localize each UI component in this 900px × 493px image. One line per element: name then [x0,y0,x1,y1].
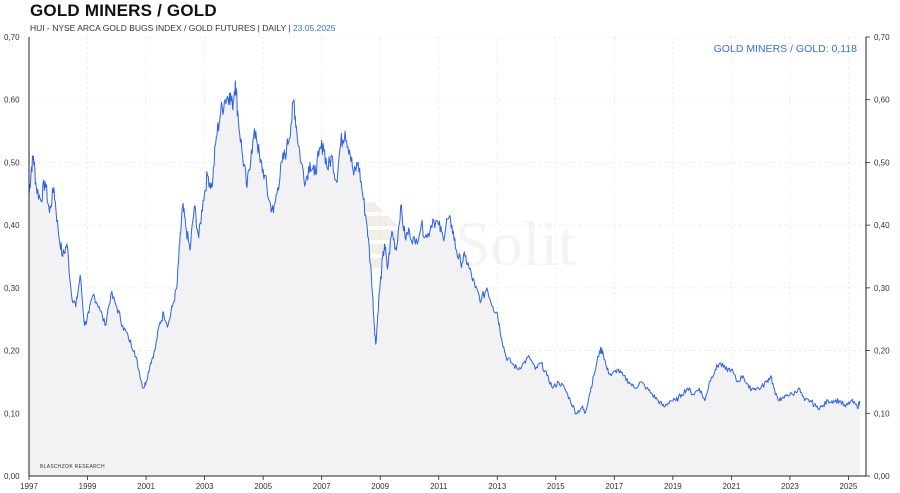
x-tick-label: 2017 [605,482,623,491]
current-value-readout: GOLD MINERS / GOLD: 0,118 [714,43,858,55]
source-label: BLASCHZOK RESEARCH [40,464,105,470]
subtitle-text: HUI - NYSE ARCA GOLD BUGS INDEX / GOLD F… [30,23,291,33]
x-tick-label: 1997 [20,482,38,491]
y-tick-label-right: 0,30 [874,284,890,293]
y-tick-label-right: 0,50 [874,158,890,167]
x-tick-label: 2009 [371,482,389,491]
x-tick-label: 2025 [840,482,858,491]
y-tick-label-left: 0,50 [4,158,20,167]
series-area [29,80,861,477]
y-tick-label-left: 0,30 [4,284,20,293]
x-tick-label: 2019 [664,482,682,491]
x-tick-label: 2015 [547,482,565,491]
y-tick-label-right: 0,60 [874,96,890,105]
y-tick-label-left: 0,40 [4,221,20,230]
x-tick-label: 1999 [79,482,97,491]
x-tick-label: 2007 [313,482,331,491]
y-tick-label-left: 0,70 [4,33,20,42]
x-tick-label: 2011 [430,482,448,491]
y-tick-label-right: 0,10 [874,409,890,418]
x-tick-label: 2001 [137,482,155,491]
chart-subtitle: HUI - NYSE ARCA GOLD BUGS INDEX / GOLD F… [30,23,336,33]
y-tick-label-left: 0,10 [4,409,20,418]
y-tick-label-left: 0,20 [4,347,20,356]
y-tick-label-right: 0,40 [874,221,890,230]
x-tick-label: 2023 [781,482,799,491]
subtitle-date: 23.05.2025 [292,23,336,33]
x-axis: 1997 1999 2001 2003 2005 2007 2009 2011 2013 2015… [20,476,858,491]
y-tick-label-left: 0,00 [4,472,20,481]
series-line [28,80,861,415]
y-tick-label-left: 0,60 [4,96,20,105]
y-axis-left: 0,00 0,10 0,20 0,30 0,40 0,50 0,60 0,70 [4,33,20,481]
y-tick-label-right: 0,70 [874,33,890,42]
x-tick-label: 2021 [722,482,740,491]
x-tick-label: 2013 [488,482,506,491]
x-tick-label: 2003 [196,482,214,491]
y-axis-right: 0,00 0,10 0,20 0,30 0,40 0,50 0,60 0,70 [866,33,890,481]
y-tick-label-right: 0,20 [874,347,890,356]
x-tick-label: 2005 [254,482,272,491]
chart-title: GOLD MINERS / GOLD [30,1,217,20]
watermark-text: Solit [455,208,576,279]
y-tick-label-right: 0,00 [874,472,890,481]
